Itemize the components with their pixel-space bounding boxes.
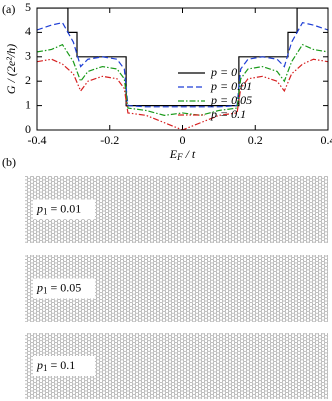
ribbon-label-box bbox=[33, 199, 95, 220]
label-value: = 0.01 bbox=[48, 201, 82, 215]
legend-label: p = 0 bbox=[210, 65, 237, 79]
y-tick-label: 0 bbox=[25, 122, 31, 136]
panel-label: (a) bbox=[2, 2, 15, 16]
x-tick-label: -0.4 bbox=[28, 133, 47, 147]
label-value: = 0.05 bbox=[48, 280, 82, 294]
y-tick-label: 2 bbox=[25, 73, 31, 87]
series-line bbox=[37, 58, 328, 130]
x-label-sub: F bbox=[176, 152, 183, 162]
label-var: p bbox=[36, 358, 43, 372]
label-sub: 1 bbox=[43, 286, 48, 296]
series-line bbox=[37, 21, 328, 108]
label-sub: 1 bbox=[43, 363, 48, 373]
y-tick-label: 4 bbox=[25, 24, 31, 38]
series-line bbox=[37, 43, 328, 116]
ribbon-label: p1 = 0.1 bbox=[36, 358, 75, 373]
plot-frame bbox=[36, 7, 329, 131]
x-tick-label: 0.4 bbox=[321, 133, 332, 147]
series-line bbox=[37, 8, 328, 107]
legend-label: p = 0.1 bbox=[210, 107, 246, 121]
legend-label: p = 0.01 bbox=[210, 79, 252, 93]
x-tick-label: -0.2 bbox=[100, 133, 119, 147]
label-var: p bbox=[36, 201, 43, 215]
x-tick-label: 0.2 bbox=[248, 133, 263, 147]
legend-label: p = 0.05 bbox=[210, 93, 252, 107]
y-tick-label: 1 bbox=[25, 97, 31, 111]
label-var: p bbox=[36, 280, 43, 294]
ribbon-label-box bbox=[33, 278, 95, 299]
ribbon-label-box bbox=[33, 356, 95, 376]
y-axis-label: G / (2e²/h) bbox=[4, 44, 18, 94]
y-tick-label: 5 bbox=[25, 0, 31, 14]
ribbon-label: p1 = 0.05 bbox=[36, 280, 81, 295]
x-tick-label: 0 bbox=[180, 133, 186, 147]
label-value: = 0.1 bbox=[48, 358, 76, 372]
y-tick-label: 3 bbox=[25, 49, 31, 63]
ribbon-label: p1 = 0.01 bbox=[36, 201, 81, 216]
panel-label: (b) bbox=[2, 155, 16, 169]
x-axis-label: EF / t bbox=[169, 147, 196, 162]
x-label-rest: / t bbox=[183, 147, 196, 161]
x-label-main: E bbox=[169, 147, 178, 161]
plot-lines bbox=[37, 8, 328, 130]
label-sub: 1 bbox=[43, 207, 48, 217]
